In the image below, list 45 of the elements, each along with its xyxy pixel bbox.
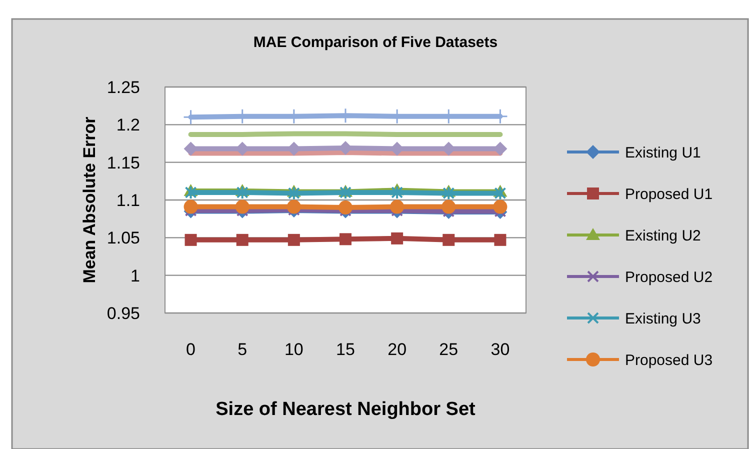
legend-label: Proposed U2 — [625, 268, 713, 286]
x-tick-label: 20 — [388, 340, 407, 359]
x-tick-label: 10 — [284, 340, 304, 359]
point — [494, 234, 506, 246]
point — [442, 186, 455, 200]
point — [236, 185, 248, 200]
point — [390, 200, 404, 214]
point — [288, 186, 300, 200]
legend-label: Existing U1 — [625, 144, 701, 162]
point — [235, 200, 250, 214]
chart-title: MAE Comparison of Five Datasets — [253, 34, 498, 51]
y-axis-title: Mean Absolute Error — [80, 116, 99, 284]
y-tick-label: 1.15 — [106, 153, 140, 172]
legend-label: Proposed U1 — [625, 186, 713, 203]
y-tick-label: 1.1 — [116, 190, 140, 210]
x-tick-label: 15 — [336, 340, 355, 359]
y-tick-label: 1 — [130, 266, 140, 286]
x-axis-title: Size of Nearest Neighbor Set — [216, 399, 476, 420]
point — [184, 234, 197, 246]
point — [338, 200, 352, 215]
x-tick-label: 5 — [238, 340, 248, 359]
y-tick-label: 0.95 — [106, 304, 140, 323]
point — [338, 141, 352, 156]
y-tick-label: 1.05 — [106, 228, 140, 248]
point — [286, 200, 301, 214]
point — [391, 232, 404, 244]
point — [236, 234, 248, 246]
x-tick-label: 25 — [439, 340, 458, 359]
point — [184, 200, 198, 214]
y-tick-label: 1.2 — [116, 116, 140, 135]
x-tick-label: 30 — [490, 340, 510, 359]
point — [391, 185, 404, 200]
legend-label: Existing U3 — [625, 310, 701, 328]
point — [493, 200, 508, 214]
point — [494, 186, 506, 200]
point — [442, 234, 455, 246]
y-tick-label: 1.25 — [106, 78, 140, 97]
legend-label: Existing U2 — [625, 227, 701, 244]
point — [340, 185, 352, 200]
point — [288, 234, 300, 246]
x-tick-label: 0 — [186, 340, 196, 359]
point — [184, 185, 197, 200]
point — [442, 200, 456, 214]
legend-label: Proposed U3 — [625, 352, 713, 369]
point — [340, 233, 352, 246]
